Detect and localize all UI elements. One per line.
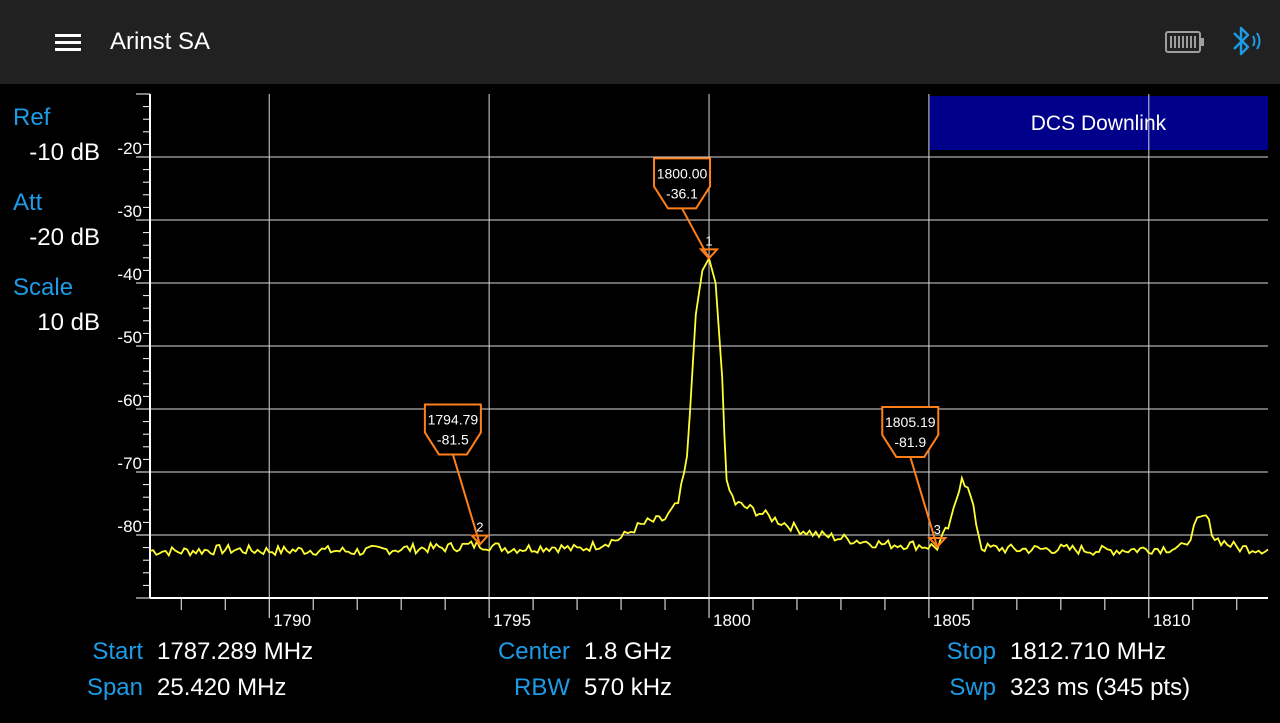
app-title: Arinst SA	[110, 28, 211, 55]
start-key: Start	[92, 638, 143, 665]
ref-value[interactable]: -10 dB	[29, 139, 100, 166]
center-value[interactable]: 1.8 GHz	[584, 638, 673, 665]
marker-level: -81.5	[437, 431, 469, 447]
battery-icon	[1165, 31, 1204, 53]
x-tick-label: 1805	[933, 611, 971, 630]
stop-value[interactable]: 1812.710 MHz	[1010, 638, 1167, 665]
y-tick-label: -50	[117, 328, 142, 347]
hamburger-menu-icon[interactable]	[44, 22, 92, 62]
rbw-key: RBW	[514, 674, 570, 701]
att-label: Att	[13, 189, 43, 216]
y-tick-label: -30	[117, 202, 142, 221]
span-key: Span	[86, 674, 143, 701]
marker-frequency: 1805.19	[885, 414, 936, 430]
marker-level: -36.1	[666, 185, 698, 201]
start-value[interactable]: 1787.289 MHz	[157, 638, 314, 665]
marker-triangle	[469, 534, 491, 546]
marker-leader	[451, 454, 481, 545]
scale-value[interactable]: 10 dB	[37, 309, 100, 336]
bluetooth-icon[interactable]	[1230, 24, 1266, 58]
marker-label-box	[653, 157, 712, 210]
marker-number: 3	[934, 522, 941, 537]
top-app-bar: Arinst SA	[0, 0, 1280, 84]
marker-triangle	[698, 248, 720, 260]
x-tick-label: 1810	[1153, 611, 1191, 630]
marker-label-box	[423, 403, 482, 456]
y-tick-label: -40	[117, 265, 142, 284]
marker-level: -81.9	[894, 434, 926, 450]
ref-label: Ref	[13, 104, 51, 131]
band-label: DCS Downlink	[1031, 112, 1167, 135]
stop-key: Stop	[946, 638, 996, 665]
swp-value[interactable]: 323 ms (345 pts)	[1010, 674, 1191, 701]
span-value[interactable]: 25.420 MHz	[157, 674, 287, 701]
x-tick-label: 1800	[713, 611, 751, 630]
band-highlight	[928, 96, 1268, 150]
marker-1[interactable]: 1 1800.00 -36.1	[653, 157, 720, 260]
marker-number: 2	[476, 519, 483, 534]
att-value[interactable]: -20 dB	[29, 224, 100, 251]
marker-triangle	[927, 536, 948, 549]
x-tick-label: 1795	[493, 611, 531, 630]
y-tick-label: -70	[117, 454, 142, 473]
marker-2[interactable]: 2 1794.79 -81.5	[423, 403, 491, 546]
swp-key: Swp	[949, 674, 996, 701]
marker-leader	[909, 456, 939, 548]
y-tick-label: -60	[117, 391, 142, 410]
x-tick-label: 1790	[273, 611, 311, 630]
center-key: Center	[497, 638, 570, 665]
marker-label-box	[881, 405, 940, 458]
y-tick-label: -20	[117, 139, 142, 158]
rbw-value[interactable]: 570 kHz	[584, 674, 673, 701]
y-tick-label: -80	[117, 517, 142, 536]
scale-label: Scale	[13, 274, 74, 301]
marker-number: 1	[705, 233, 712, 248]
marker-frequency: 1800.00	[657, 165, 708, 181]
marker-frequency: 1794.79	[428, 411, 479, 427]
marker-3[interactable]: 3 1805.19 -81.9	[881, 405, 948, 549]
